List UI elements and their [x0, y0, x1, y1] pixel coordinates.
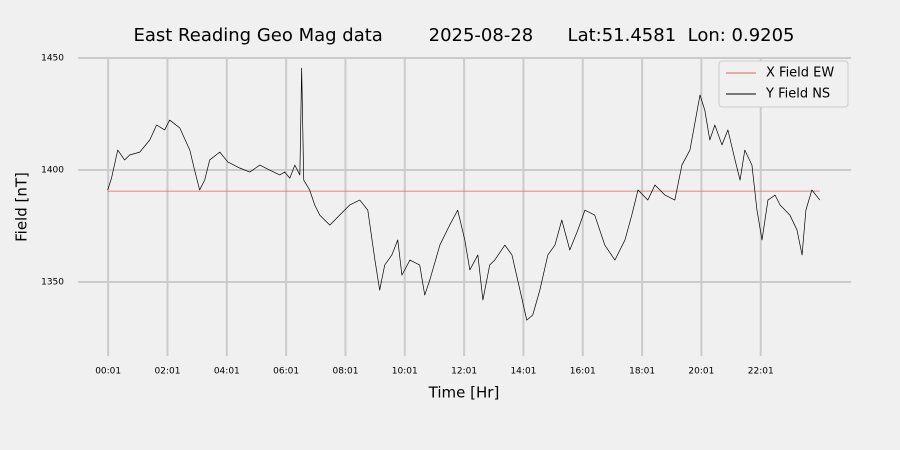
x-tick-label: 10:01: [392, 367, 418, 377]
legend: X Field EW Y Field NS: [718, 60, 849, 108]
data-line: [107, 67, 821, 321]
y-tick-label: 1400: [41, 166, 64, 176]
y-tick-label: 1450: [41, 54, 64, 64]
legend-label: Y Field NS: [765, 87, 830, 102]
x-tick-label: 02:01: [155, 367, 181, 377]
x-tick-label: 12:01: [451, 367, 477, 377]
x-tick-label: 20:01: [688, 367, 714, 377]
y-axis-label: Field [nT]: [13, 172, 31, 242]
x-tick-label: 08:01: [332, 367, 358, 377]
x-tick-label: 22:01: [748, 367, 774, 377]
x-axis-label: Time [Hr]: [428, 384, 500, 402]
x-tick-label: 00:01: [95, 367, 121, 377]
x-tick-label: 06:01: [273, 367, 299, 377]
x-tick-label: 18:01: [629, 367, 655, 377]
x-tick-label: 14:01: [510, 367, 536, 377]
x-tick-label: 04:01: [214, 367, 240, 377]
legend-label: X Field EW: [766, 66, 834, 81]
y-tick-label: 1350: [41, 278, 64, 288]
chart-title: East Reading Geo Mag data 2025-08-28 Lat…: [133, 25, 794, 46]
x-tick-label: 16:01: [570, 367, 596, 377]
